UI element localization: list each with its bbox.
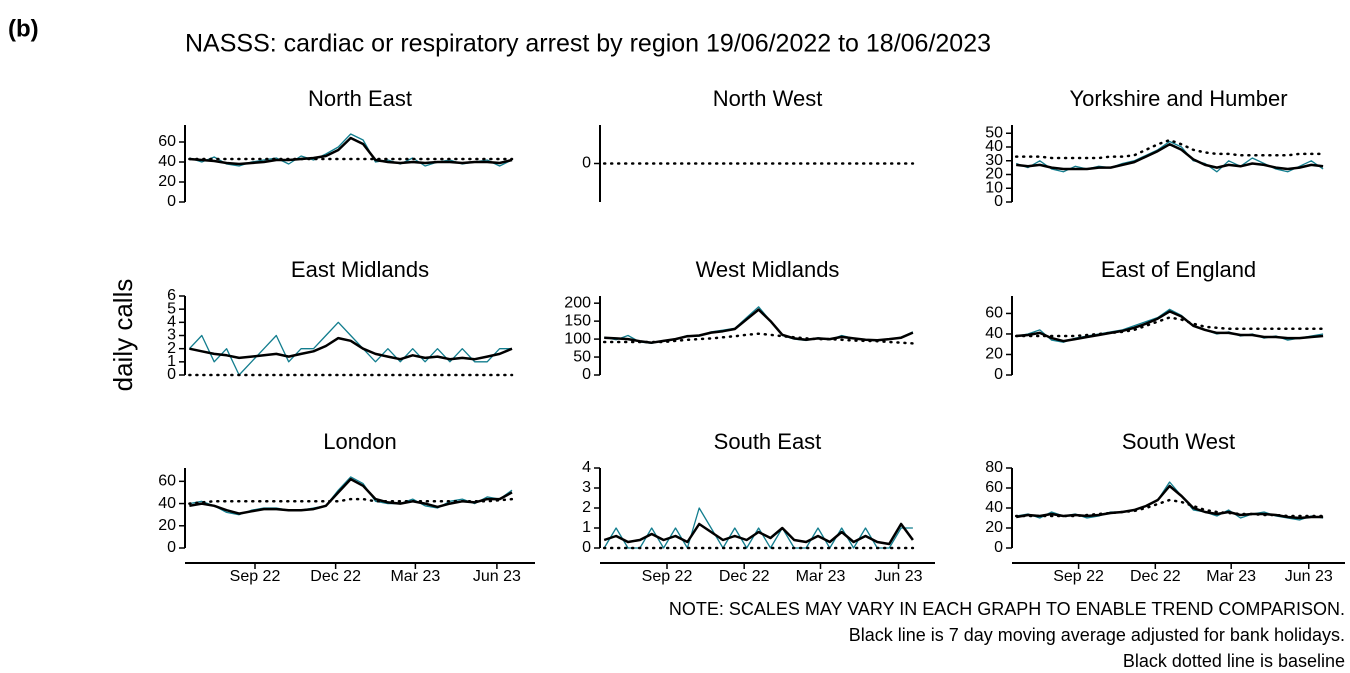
panel-title: South East [714,429,822,454]
y-tick-label: 60 [158,473,176,490]
baseline-line [1014,138,1325,160]
x-tick-label: Jun 23 [875,568,923,585]
y-tick-label: 40 [985,499,1003,516]
y-tick-label: 0 [167,539,176,556]
y-tick-label: 3 [582,479,591,496]
y-tick-label: 0 [994,366,1003,383]
y-tick-label: 50 [985,124,1003,141]
x-tick-label: Dec 22 [310,568,361,585]
y-tick-label: 2 [167,340,176,357]
baseline-line [1014,316,1325,338]
x-tick-label: Dec 22 [1130,568,1181,585]
note: Black line is 7 day moving average adjus… [849,625,1345,645]
data-line [189,477,513,515]
y-tick-label: 150 [564,312,591,329]
x-tick-label: Mar 23 [390,568,440,585]
y-tick-label: 0 [582,539,591,556]
y-tick-label: 80 [985,459,1003,476]
y-tick-label: 0 [994,539,1003,556]
y-tick-label: 2 [582,499,591,516]
y-tick-label: 1 [167,353,176,370]
y-tick-label: 50 [573,348,591,365]
y-tick-label: 40 [985,325,1003,342]
baseline-line [1014,498,1325,518]
y-tick-label: 40 [158,153,176,170]
data-line [603,507,913,549]
y-tick-label: 1 [582,519,591,536]
data-line [1016,143,1324,171]
x-tick-label: Sep 22 [642,568,693,585]
y-tick-label: 20 [985,346,1003,363]
y-tick-label: 0 [994,193,1003,210]
panel-title: South West [1122,429,1235,454]
y-tick-label: 60 [985,305,1003,322]
y-tick-label: 20 [985,166,1003,183]
y-tick-label: 60 [158,133,176,150]
x-tick-label: Jun 23 [473,568,521,585]
data-line [189,136,513,166]
data-line [604,308,914,344]
y-tick-label: 20 [985,519,1003,536]
x-tick-label: Mar 23 [1206,568,1256,585]
panel-title: West Midlands [696,257,840,282]
data-line [603,522,914,546]
y-tick-label: 60 [985,479,1003,496]
y-tick-label: 4 [167,314,176,331]
y-tick-label: 100 [564,330,591,347]
data-line [189,336,513,361]
baseline-line [188,497,514,505]
y-tick-label: 0 [582,155,591,172]
chart-title: NASSS: cardiac or respiratory arrest by … [185,30,991,58]
y-tick-label: 40 [158,495,176,512]
data-line [1015,484,1324,520]
data-line [1016,310,1324,343]
x-tick-label: Jun 23 [1285,568,1333,585]
baseline-line [602,332,915,345]
y-tick-label: 0 [167,366,176,383]
note: NOTE: SCALES MAY VARY IN EACH GRAPH TO E… [669,599,1345,619]
y-tick-label: 200 [564,294,591,311]
panel-title: London [323,429,396,454]
x-tick-label: Mar 23 [796,568,846,585]
y-tick-label: 3 [167,327,176,344]
y-tick-label: 6 [167,287,176,304]
y-tick-label: 4 [582,459,591,476]
panel-title: North West [713,86,823,111]
panel-title: East Midlands [291,257,429,282]
panel-title: East of England [1101,257,1256,282]
y-tick-label: 10 [985,179,1003,196]
y-tick-label: 0 [582,366,591,383]
data-line [188,321,512,376]
x-tick-label: Sep 22 [230,568,281,585]
data-line [604,306,914,345]
panel-label: (b) [8,15,39,42]
panel-title: Yorkshire and Humber [1069,86,1287,111]
y-tick-label: 40 [985,138,1003,155]
y-tick-label: 5 [167,300,176,317]
y-tick-label: 30 [985,152,1003,169]
x-tick-label: Dec 22 [719,568,770,585]
x-tick-label: Sep 22 [1053,568,1104,585]
y-tick-label: 20 [158,517,176,534]
panel-title: North East [308,86,412,111]
y-tick-label: 0 [167,193,176,210]
note: Black dotted line is baseline [1123,651,1345,671]
y-axis-label: daily calls [108,279,138,392]
y-tick-label: 20 [158,173,176,190]
data-line [189,476,513,516]
